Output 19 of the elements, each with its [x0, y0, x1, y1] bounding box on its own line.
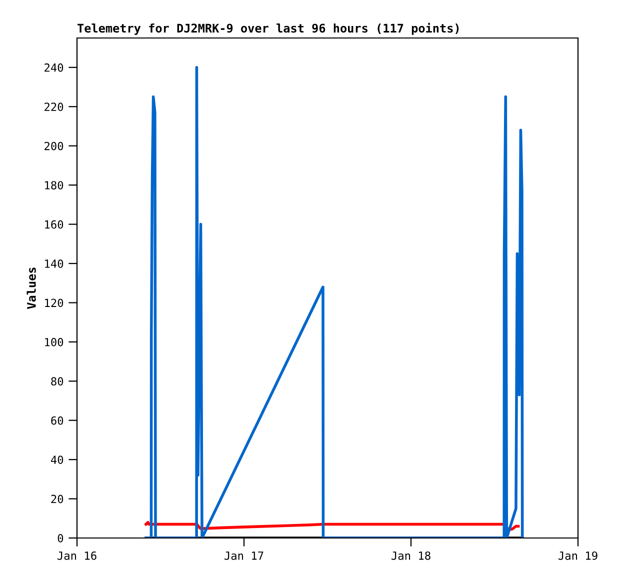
- y-tick-label: 20: [51, 494, 64, 504]
- y-tick-label: 180: [45, 181, 64, 190]
- x-tick-label: Jan 19: [558, 551, 598, 560]
- y-tick-label: 220: [44, 102, 64, 112]
- x-tick-label: Jan 17: [224, 552, 264, 560]
- y-tick-label: 240: [44, 63, 64, 72]
- y-axis-title: Values: [26, 268, 36, 309]
- x-tick-label: Jan 18: [392, 551, 430, 560]
- y-tick-label: 60: [51, 416, 64, 425]
- y-tick-label: 80: [51, 377, 64, 386]
- x-tick-label: Jan 16: [58, 551, 96, 560]
- y-tick-label: 100: [45, 338, 64, 346]
- chart-title: Telemetry for DJ2MRK-9 over last 96 hours (117 points): [78, 22, 459, 35]
- y-tick-label: 0: [58, 534, 64, 542]
- y-tick-label: 200: [44, 142, 64, 150]
- y-tick-label: 140: [45, 259, 64, 268]
- y-tick-label: 120: [45, 298, 64, 308]
- y-tick-label: 40: [50, 456, 64, 464]
- y-tick-label: 160: [45, 220, 64, 229]
